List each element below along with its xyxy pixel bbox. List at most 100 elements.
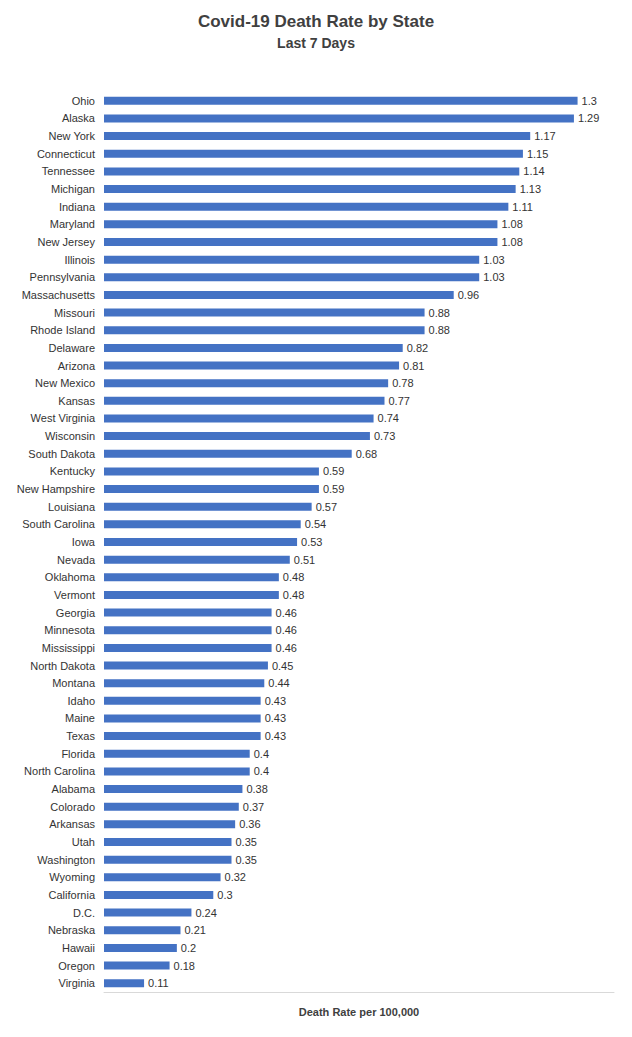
svg-text:Missouri: Missouri — [54, 307, 95, 319]
svg-text:0.21: 0.21 — [185, 924, 206, 936]
svg-text:0.96: 0.96 — [458, 289, 479, 301]
svg-text:0.35: 0.35 — [236, 836, 257, 848]
svg-text:0.37: 0.37 — [243, 801, 264, 813]
svg-text:Maryland: Maryland — [50, 218, 95, 230]
svg-text:Arizona: Arizona — [58, 360, 96, 372]
svg-text:West Virginia: West Virginia — [31, 412, 96, 424]
svg-text:0.11: 0.11 — [148, 977, 169, 989]
svg-text:0.51: 0.51 — [294, 554, 315, 566]
svg-text:Oregon: Oregon — [58, 960, 95, 972]
svg-text:New Jersey: New Jersey — [38, 236, 96, 248]
svg-text:0.46: 0.46 — [276, 624, 297, 636]
svg-text:Michigan: Michigan — [51, 183, 95, 195]
svg-text:1.03: 1.03 — [483, 254, 504, 266]
svg-text:1.13: 1.13 — [520, 183, 541, 195]
svg-text:Rhode Island: Rhode Island — [30, 324, 95, 336]
svg-text:Florida: Florida — [61, 748, 96, 760]
svg-text:0.88: 0.88 — [429, 307, 450, 319]
svg-text:Delaware: Delaware — [49, 342, 95, 354]
svg-text:0.82: 0.82 — [407, 342, 428, 354]
svg-text:1.14: 1.14 — [523, 165, 544, 177]
svg-text:South Carolina: South Carolina — [22, 518, 96, 530]
svg-text:0.44: 0.44 — [268, 677, 289, 689]
svg-text:0.78: 0.78 — [392, 377, 413, 389]
svg-text:Washington: Washington — [37, 854, 95, 866]
svg-text:South Dakota: South Dakota — [28, 448, 96, 460]
svg-text:Ohio: Ohio — [72, 95, 95, 107]
svg-text:0.74: 0.74 — [378, 412, 399, 424]
svg-text:0.48: 0.48 — [283, 571, 304, 583]
svg-text:Nebraska: Nebraska — [48, 924, 96, 936]
svg-text:Nevada: Nevada — [57, 554, 96, 566]
svg-text:1.3: 1.3 — [582, 95, 597, 107]
svg-text:Arkansas: Arkansas — [49, 818, 95, 830]
svg-text:0.59: 0.59 — [323, 465, 344, 477]
svg-text:Last 7 Days: Last 7 Days — [277, 35, 355, 51]
svg-text:Kentucky: Kentucky — [50, 465, 96, 477]
svg-text:0.68: 0.68 — [356, 448, 377, 460]
svg-text:Montana: Montana — [52, 677, 96, 689]
svg-text:Oklahoma: Oklahoma — [45, 571, 96, 583]
svg-text:1.29: 1.29 — [578, 112, 599, 124]
svg-text:Covid-19 Death Rate by State: Covid-19 Death Rate by State — [198, 12, 434, 31]
svg-text:0.24: 0.24 — [195, 907, 216, 919]
svg-text:1.15: 1.15 — [527, 148, 548, 160]
svg-text:0.59: 0.59 — [323, 483, 344, 495]
svg-text:0.4: 0.4 — [254, 765, 269, 777]
svg-text:0.88: 0.88 — [429, 324, 450, 336]
svg-text:0.53: 0.53 — [301, 536, 322, 548]
svg-text:0.81: 0.81 — [403, 360, 424, 372]
svg-text:Indiana: Indiana — [59, 201, 96, 213]
svg-text:New Hampshire: New Hampshire — [17, 483, 95, 495]
svg-text:Minnesota: Minnesota — [44, 624, 96, 636]
svg-text:0.2: 0.2 — [181, 942, 196, 954]
svg-text:0.4: 0.4 — [254, 748, 269, 760]
svg-text:0.3: 0.3 — [217, 889, 232, 901]
svg-text:Tennessee: Tennessee — [42, 165, 95, 177]
svg-text:0.77: 0.77 — [389, 395, 410, 407]
svg-text:0.38: 0.38 — [246, 783, 267, 795]
svg-text:Alaska: Alaska — [62, 112, 96, 124]
svg-text:Colorado: Colorado — [50, 801, 95, 813]
svg-text:Alabama: Alabama — [52, 783, 96, 795]
svg-text:Death Rate per 100,000: Death Rate per 100,000 — [299, 1006, 419, 1018]
svg-text:0.73: 0.73 — [374, 430, 395, 442]
svg-text:0.54: 0.54 — [305, 518, 326, 530]
svg-text:Wisconsin: Wisconsin — [45, 430, 95, 442]
svg-text:North Carolina: North Carolina — [24, 765, 96, 777]
svg-text:Texas: Texas — [66, 730, 95, 742]
svg-text:D.C.: D.C. — [73, 907, 95, 919]
svg-text:0.46: 0.46 — [276, 642, 297, 654]
svg-text:0.57: 0.57 — [316, 501, 337, 513]
svg-text:New York: New York — [49, 130, 96, 142]
svg-text:1.08: 1.08 — [501, 218, 522, 230]
svg-text:0.36: 0.36 — [239, 818, 260, 830]
svg-text:Louisiana: Louisiana — [48, 501, 96, 513]
svg-text:Wyoming: Wyoming — [49, 871, 95, 883]
svg-text:New Mexico: New Mexico — [35, 377, 95, 389]
svg-text:Virginia: Virginia — [59, 977, 96, 989]
svg-text:Mississippi: Mississippi — [42, 642, 95, 654]
svg-text:Georgia: Georgia — [56, 607, 96, 619]
svg-text:0.32: 0.32 — [225, 871, 246, 883]
svg-text:North Dakota: North Dakota — [30, 660, 96, 672]
svg-text:0.35: 0.35 — [236, 854, 257, 866]
svg-text:California: California — [49, 889, 96, 901]
svg-text:0.46: 0.46 — [276, 607, 297, 619]
svg-text:Kansas: Kansas — [58, 395, 95, 407]
svg-text:Pennsylvania: Pennsylvania — [30, 271, 96, 283]
svg-text:Illinois: Illinois — [64, 254, 95, 266]
svg-text:0.43: 0.43 — [265, 730, 286, 742]
svg-text:0.48: 0.48 — [283, 589, 304, 601]
svg-text:Massachusetts: Massachusetts — [22, 289, 96, 301]
svg-text:1.03: 1.03 — [483, 271, 504, 283]
svg-text:1.08: 1.08 — [501, 236, 522, 248]
svg-text:Idaho: Idaho — [67, 695, 95, 707]
svg-text:0.45: 0.45 — [272, 660, 293, 672]
svg-text:Maine: Maine — [65, 712, 95, 724]
svg-text:Iowa: Iowa — [72, 536, 96, 548]
svg-text:Utah: Utah — [72, 836, 95, 848]
svg-text:Vermont: Vermont — [54, 589, 95, 601]
svg-text:0.18: 0.18 — [174, 960, 195, 972]
svg-text:0.43: 0.43 — [265, 712, 286, 724]
